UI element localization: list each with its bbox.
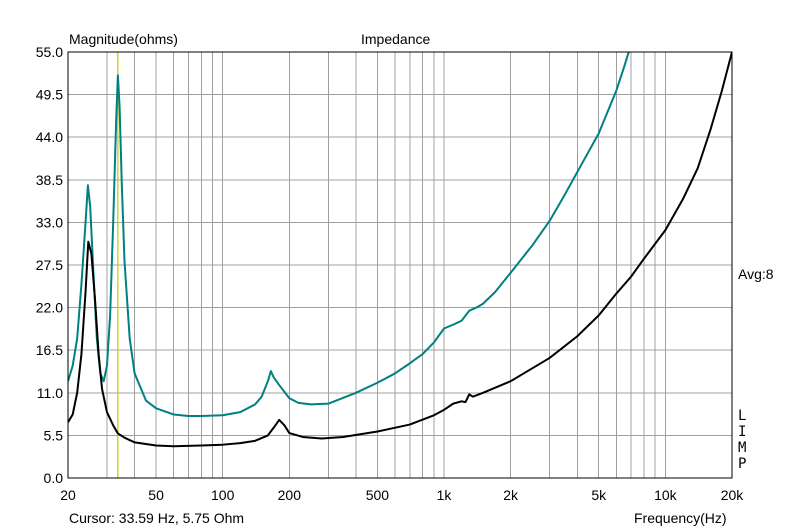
x-tick-label: 50 (148, 487, 164, 503)
y-tick-label: 27.5 (36, 257, 63, 273)
side-letter-m: M (738, 440, 747, 456)
y-tick-label: 33.0 (36, 214, 63, 230)
y-tick-label: 5.5 (44, 427, 64, 443)
y-tick-label: 16.5 (36, 342, 63, 358)
y-tick-labels: 0.0 5.5 11.0 16.5 22.0 27.5 33.0 38.5 44.0 49.5 55… (36, 44, 63, 486)
side-letter-l: L (738, 408, 747, 424)
y-tick-label: 49.5 (36, 87, 63, 103)
y-tick-label: 55.0 (36, 44, 63, 60)
y-tick-label: 0.0 (44, 470, 64, 486)
y-axis-label: Magnitude(ohms) (69, 31, 178, 47)
series-layer (68, 52, 732, 448)
side-letter-i: I (738, 424, 747, 440)
cursor-readout: Cursor: 33.59 Hz, 5.75 Ohm (69, 510, 245, 526)
x-tick-label: 200 (278, 487, 302, 503)
y-tick-label: 22.0 (36, 300, 63, 316)
avg-label: Avg:8 (738, 266, 774, 282)
impedance-curve-teal (68, 52, 630, 418)
grid-lines (68, 51, 732, 479)
x-tick-label: 2k (503, 487, 519, 503)
x-tick-label: 5k (591, 487, 607, 503)
impedance-curve-black (68, 52, 732, 448)
x-tick-labels: 20 50 100 200 500 1k 2k 5k 10k 20k (60, 487, 744, 503)
plot-frame (67, 51, 733, 479)
side-letter-p: P (738, 456, 747, 472)
x-tick-label: 100 (211, 487, 235, 503)
x-tick-label: 10k (654, 487, 678, 503)
x-tick-label: 20k (721, 487, 745, 503)
x-axis-label: Frequency(Hz) (634, 510, 727, 526)
x-tick-label: 1k (437, 487, 453, 503)
y-tick-label: 44.0 (36, 129, 63, 145)
y-tick-label: 11.0 (37, 385, 63, 401)
chart-title: Impedance (361, 31, 431, 47)
x-tick-label: 500 (366, 487, 390, 503)
x-tick-label: 20 (60, 487, 76, 503)
y-tick-label: 38.5 (36, 172, 63, 188)
